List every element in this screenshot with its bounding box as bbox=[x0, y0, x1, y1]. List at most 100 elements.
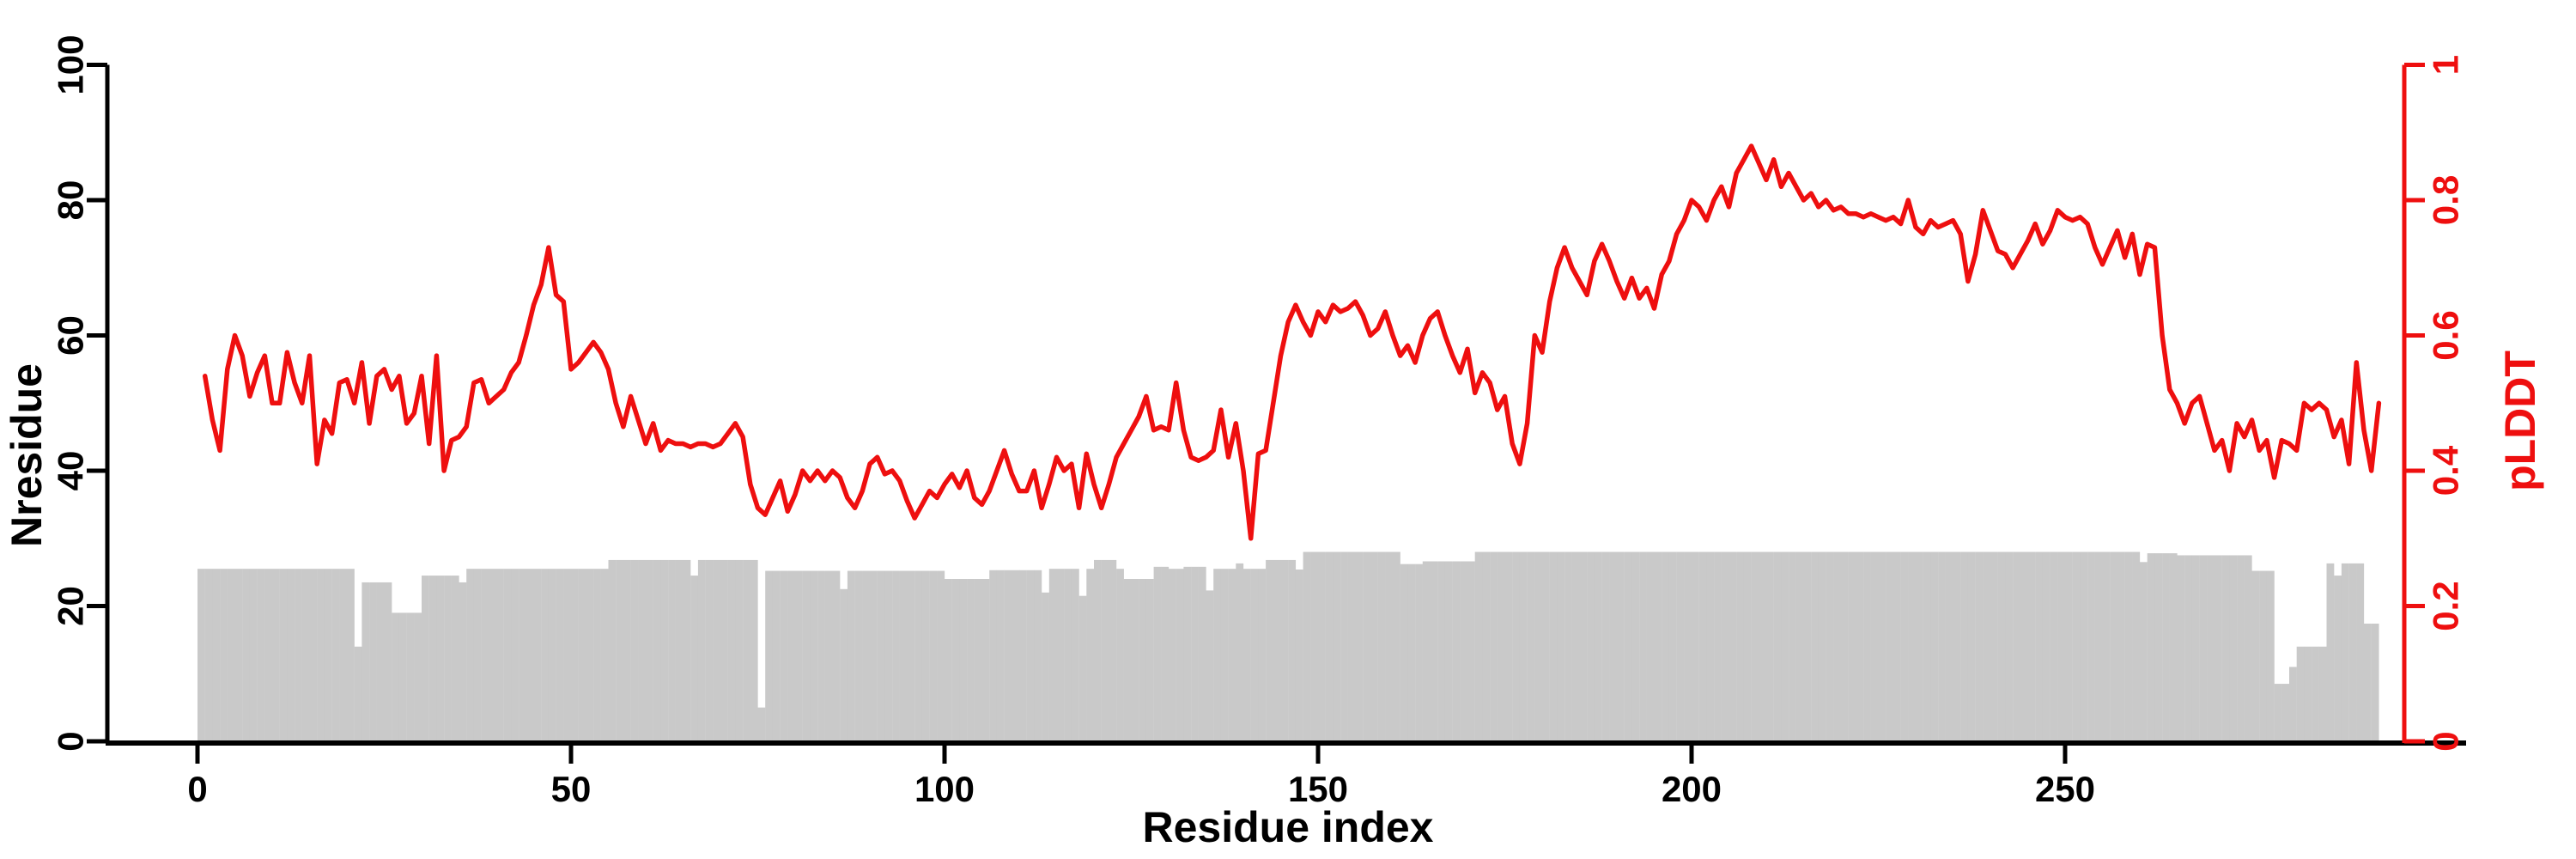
bar-residue-12 bbox=[287, 569, 295, 741]
bar-residue-95 bbox=[907, 570, 915, 741]
bar-residue-142 bbox=[1258, 569, 1267, 741]
bar-residue-205 bbox=[1728, 551, 1737, 741]
x-tick-label: 50 bbox=[551, 769, 592, 809]
y-left-tick-label: 80 bbox=[51, 180, 91, 221]
bar-residue-101 bbox=[951, 579, 960, 741]
bar-residue-40 bbox=[496, 569, 504, 741]
bar-residue-240 bbox=[1990, 551, 1998, 741]
bar-residue-208 bbox=[1751, 551, 1759, 741]
bar-residue-127 bbox=[1145, 579, 1154, 741]
bar-residue-123 bbox=[1116, 569, 1124, 741]
bar-residue-231 bbox=[1923, 551, 1931, 741]
bar-residue-173 bbox=[1490, 551, 1498, 741]
bar-residue-143 bbox=[1266, 559, 1273, 741]
bar-residue-228 bbox=[1900, 551, 1909, 741]
bar-residue-119 bbox=[1086, 569, 1095, 741]
bar-residue-80 bbox=[795, 570, 803, 741]
bar-residue-106 bbox=[989, 570, 998, 741]
bar-residue-196 bbox=[1662, 551, 1670, 741]
bar-residue-217 bbox=[1818, 551, 1826, 741]
bar-residue-252 bbox=[2080, 551, 2088, 741]
bar-residue-201 bbox=[1698, 551, 1707, 741]
bar-residue-203 bbox=[1714, 551, 1722, 741]
x-axis-title: Residue index bbox=[1143, 803, 1434, 851]
bar-residue-81 bbox=[802, 570, 811, 741]
bar-residue-238 bbox=[1975, 551, 1984, 741]
bar-residue-189 bbox=[1609, 551, 1618, 741]
bar-residue-74 bbox=[750, 559, 758, 741]
bar-residue-41 bbox=[503, 569, 512, 741]
bar-residue-129 bbox=[1161, 566, 1170, 742]
bar-residue-181 bbox=[1549, 551, 1558, 741]
bar-residue-194 bbox=[1646, 551, 1655, 741]
bar-residue-226 bbox=[1886, 551, 1894, 741]
bar-residue-67 bbox=[697, 559, 706, 741]
bar-residue-42 bbox=[511, 569, 519, 741]
bar-residue-4 bbox=[227, 569, 235, 741]
y-right-tick-label: 0.8 bbox=[2426, 175, 2466, 225]
bar-residue-245 bbox=[2027, 551, 2036, 741]
bar-residue-145 bbox=[1280, 559, 1289, 741]
bar-residue-98 bbox=[929, 570, 938, 741]
bar-residue-210 bbox=[1766, 551, 1774, 741]
bar-residue-117 bbox=[1071, 569, 1079, 741]
bar-residue-62 bbox=[660, 559, 669, 741]
bar-residue-258 bbox=[2124, 551, 2133, 741]
bar-residue-116 bbox=[1064, 569, 1072, 741]
bar-residue-239 bbox=[1983, 551, 1991, 741]
bar-residue-169 bbox=[1460, 561, 1468, 741]
bar-residue-20 bbox=[347, 569, 355, 741]
bar-residue-285 bbox=[2326, 563, 2335, 741]
bar-residue-154 bbox=[1347, 551, 1356, 741]
y-left-tick-label: 40 bbox=[51, 451, 91, 491]
bar-residue-70 bbox=[720, 559, 728, 741]
bar-residue-265 bbox=[2177, 555, 2185, 741]
bar-residue-158 bbox=[1377, 551, 1386, 741]
bar-residue-7 bbox=[249, 569, 258, 741]
bar-residue-156 bbox=[1363, 551, 1371, 741]
bar-residue-288 bbox=[2348, 563, 2357, 741]
bar-residue-39 bbox=[489, 569, 497, 741]
bar-residue-272 bbox=[2229, 555, 2238, 741]
bar-residue-11 bbox=[279, 569, 288, 741]
y-axis-title-right: pLDDT bbox=[2496, 350, 2544, 491]
bar-residue-6 bbox=[242, 569, 251, 741]
bar-residue-193 bbox=[1639, 551, 1647, 741]
bar-residue-96 bbox=[914, 570, 923, 741]
bar-residue-43 bbox=[519, 569, 526, 741]
bar-residue-152 bbox=[1333, 551, 1341, 741]
bar-residue-166 bbox=[1437, 561, 1446, 741]
bar-residue-63 bbox=[668, 559, 676, 741]
bar-residue-276 bbox=[2259, 570, 2268, 741]
bar-residue-36 bbox=[466, 569, 475, 741]
bar-residue-61 bbox=[653, 559, 661, 741]
bar-residue-157 bbox=[1370, 551, 1378, 741]
bar-residue-68 bbox=[705, 559, 714, 741]
axes: 0 50 100 150 200 250 0 20 40 60 80 100 0 0.2 0.4 0.6 0.8… bbox=[51, 34, 2466, 809]
bar-residue-255 bbox=[2102, 551, 2111, 741]
bar-residue-263 bbox=[2162, 553, 2170, 742]
bar-residue-167 bbox=[1444, 561, 1453, 741]
y-right-tick-label: 1 bbox=[2426, 55, 2466, 75]
bar-residue-232 bbox=[1930, 551, 1939, 741]
bar-residue-270 bbox=[2215, 555, 2222, 741]
x-tick-label: 0 bbox=[187, 769, 207, 809]
x-tick-label: 150 bbox=[1288, 769, 1348, 809]
bar-residue-168 bbox=[1452, 561, 1461, 741]
bar-residue-254 bbox=[2094, 551, 2103, 741]
bar-residue-84 bbox=[824, 570, 833, 741]
bar-residue-49 bbox=[563, 569, 572, 741]
bar-residue-115 bbox=[1056, 569, 1065, 741]
bar-residue-126 bbox=[1139, 579, 1147, 741]
bar-residue-51 bbox=[578, 569, 586, 741]
bar-residue-72 bbox=[735, 559, 744, 741]
bar-residue-165 bbox=[1430, 561, 1438, 741]
bar-residue-278 bbox=[2274, 684, 2282, 741]
bar-residue-187 bbox=[1594, 551, 1602, 741]
bar-residue-282 bbox=[2304, 646, 2312, 741]
bar-residue-120 bbox=[1094, 559, 1102, 741]
bar-residue-93 bbox=[892, 570, 900, 741]
bar-residue-199 bbox=[1684, 551, 1692, 741]
bar-residue-164 bbox=[1422, 561, 1431, 741]
